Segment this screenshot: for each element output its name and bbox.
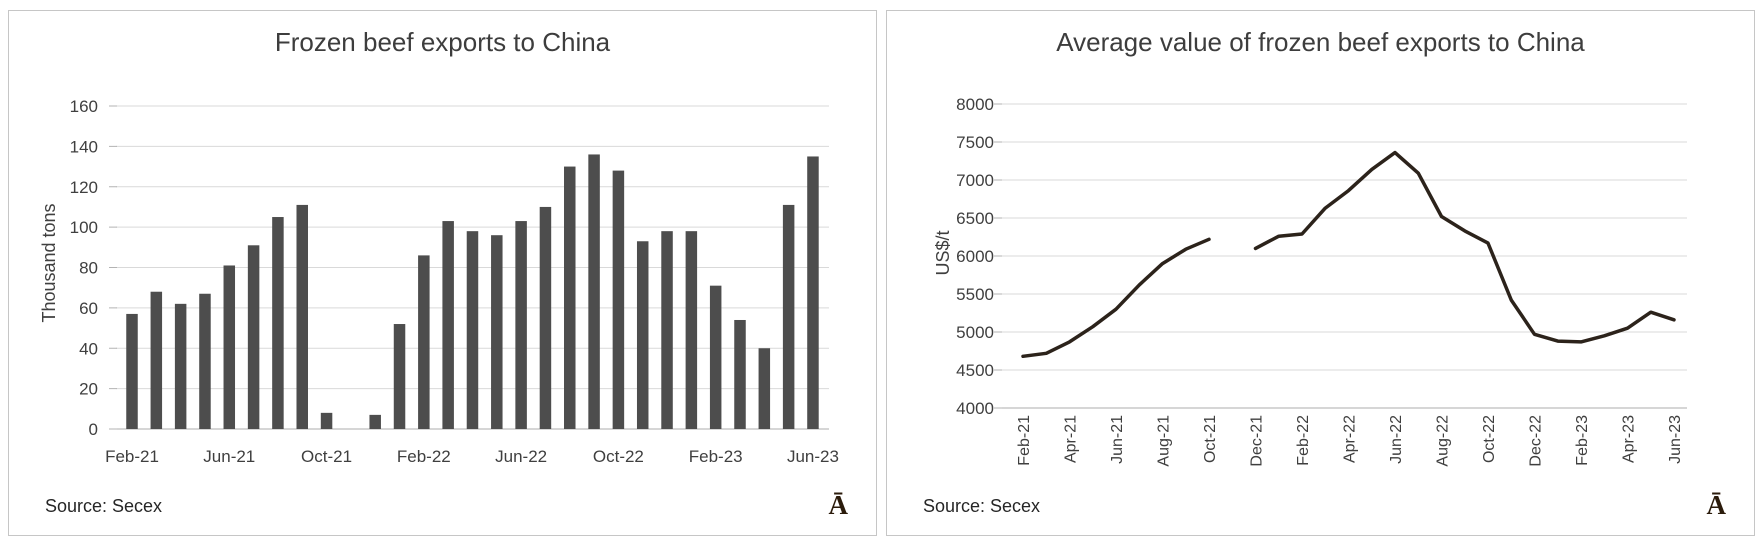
x-tick-label: Feb-22: [1295, 415, 1312, 466]
bar: [126, 313, 138, 429]
bar: [758, 348, 771, 429]
x-tick-label: Jun-21: [1109, 415, 1126, 464]
bar: [709, 285, 722, 429]
bar: [734, 319, 746, 429]
y-tick-label: 7000: [956, 171, 994, 190]
bar: [661, 231, 673, 429]
y-tick-label: 20: [79, 380, 98, 399]
bar-chart-source: Source: Secex: [45, 496, 163, 516]
y-tick-label: 6500: [956, 209, 994, 228]
x-tick-labels: Feb-21 Apr-21 Jun-21 Aug-21 Oct-21 Dec-21 Feb-…: [1016, 415, 1684, 467]
y-tick-label: 5000: [956, 323, 994, 342]
x-tick-label: Jun-23: [1667, 415, 1684, 464]
line-series: [1021, 150, 1676, 359]
y-tick-label: 5500: [956, 285, 994, 304]
bar: [199, 293, 211, 429]
bar: [296, 204, 308, 429]
x-tick-label: Feb-21: [105, 447, 159, 466]
x-tick-label: Feb-22: [397, 447, 451, 466]
bar-chart-panel: 0 20 40 60 80 100 120 140 160 Thousand tons Feb-21…: [8, 10, 877, 536]
line-chart-source: Source: Secex: [923, 496, 1041, 516]
bar: [418, 255, 430, 429]
bar: [636, 241, 649, 429]
x-tick-label: Oct-21: [301, 447, 352, 466]
bar: [223, 265, 236, 429]
bar: [564, 166, 576, 429]
bar-chart-title: Frozen beef exports to China: [274, 27, 611, 57]
x-tick-label: Feb-23: [1574, 415, 1591, 466]
x-tick-label: Oct-22: [593, 447, 644, 466]
x-tick-label: Jun-22: [1388, 415, 1405, 464]
y-tick-label: 0: [89, 420, 98, 439]
x-tick-label: Feb-23: [689, 447, 743, 466]
x-tick-label: Jun-23: [787, 447, 839, 466]
y-tick-label: 60: [79, 299, 98, 318]
y-tick-label: 80: [79, 259, 98, 278]
y-tick-label: 140: [70, 137, 98, 156]
x-tick-label: Dec-21: [1249, 415, 1266, 467]
x-tick-label: Dec-22: [1528, 415, 1545, 467]
bar: [369, 414, 381, 429]
line-chart-canvas: 4000 4500 5000 5500 6000 6500 7000 7500 8000 US$/…: [933, 95, 1687, 467]
y-tick-label: 7500: [956, 133, 994, 152]
bar: [247, 245, 260, 429]
bar: [174, 303, 187, 429]
brand-logo-icon: Ā: [828, 490, 849, 520]
bar-chart-canvas: 0 20 40 60 80 100 120 140 160 Thousand tons Feb-21…: [39, 97, 839, 466]
line-chart-title: Average value of frozen beef exports to …: [1056, 27, 1585, 57]
x-tick-label: Apr-21: [1063, 415, 1080, 463]
bar: [515, 221, 527, 429]
bar: [320, 412, 333, 429]
x-tick-label: Feb-21: [1016, 415, 1033, 466]
line-chart-panel: 4000 4500 5000 5500 6000 6500 7000 7500 8000 US$/…: [886, 10, 1755, 536]
x-tick-labels: Feb-21 Jun-21 Oct-21 Feb-22 Jun-22 Oct-22 Feb-…: [105, 447, 839, 466]
bar: [393, 324, 406, 429]
bar: [539, 206, 552, 429]
line-path: [1021, 150, 1676, 359]
x-tick-label: Apr-23: [1621, 415, 1638, 463]
y-tick-label: 8000: [956, 95, 994, 114]
y-tick-labels: 4000 4500 5000 5500 6000 6500 7000 7500 8000: [956, 95, 994, 418]
bar: [272, 217, 284, 429]
bar: [685, 231, 698, 429]
x-tick-label: Oct-21: [1202, 415, 1219, 463]
x-tick-label: Aug-22: [1435, 415, 1452, 467]
x-tick-label: Jun-22: [495, 447, 547, 466]
y-tick-label: 100: [70, 218, 98, 237]
x-tick-label: Jun-21: [203, 447, 255, 466]
x-tick-label: Oct-22: [1481, 415, 1498, 463]
x-tick-label: Apr-22: [1342, 415, 1359, 463]
x-tick-label: Aug-21: [1156, 415, 1173, 467]
bar: [612, 170, 625, 429]
bar: [466, 231, 479, 429]
bar: [588, 154, 600, 429]
y-tick-label: 160: [70, 97, 98, 116]
gridlines: [994, 103, 1687, 409]
bar: [491, 235, 503, 429]
y-tick-label: 4500: [956, 361, 994, 380]
bar-series: [126, 154, 819, 429]
y-tick-label: 6000: [956, 247, 994, 266]
y-tick-labels: 0 20 40 60 80 100 120 140 160: [70, 97, 98, 439]
y-axis-title: Thousand tons: [39, 203, 59, 322]
y-tick-label: 4000: [956, 399, 994, 418]
y-axis-title: US$/t: [933, 230, 953, 275]
bar: [782, 204, 795, 429]
bar: [442, 221, 454, 429]
bar: [150, 291, 163, 429]
y-tick-label: 120: [70, 178, 98, 197]
y-tick-label: 40: [79, 339, 98, 358]
bar: [807, 156, 819, 429]
brand-logo-icon: Ā: [1706, 490, 1727, 520]
